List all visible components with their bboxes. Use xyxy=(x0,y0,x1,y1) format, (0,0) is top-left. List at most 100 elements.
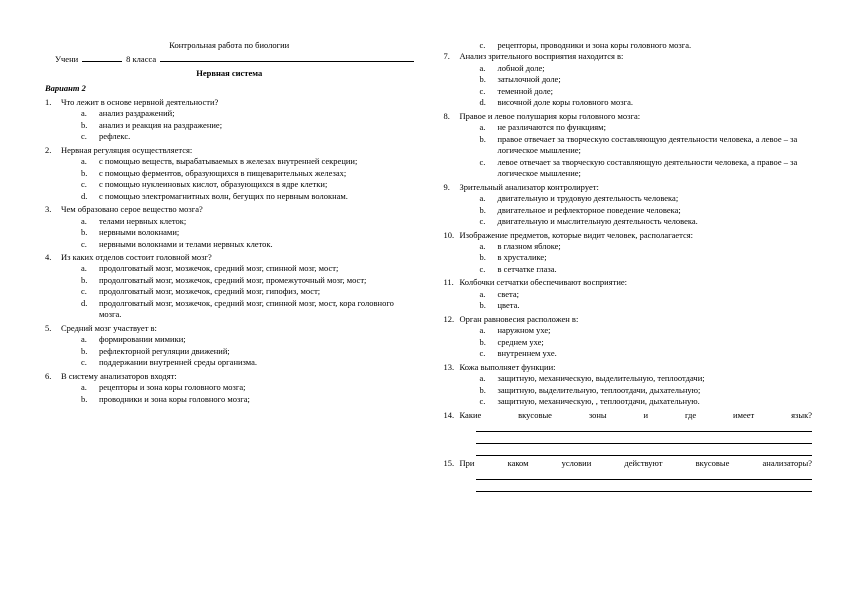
option-letter: c. xyxy=(480,216,486,227)
option-letter: c. xyxy=(480,40,486,51)
question-item: 8.Правое и левое полушария коры головног… xyxy=(444,111,813,180)
option-letter: c. xyxy=(81,131,87,142)
option-item: a.лобной доле; xyxy=(480,63,813,74)
question-item: 3.Чем образовано серое вещество мозга?a.… xyxy=(45,204,414,250)
question-item: 15. Прикакомусловиидействуютвкусовыеанали… xyxy=(444,458,813,492)
question-number: 9. xyxy=(444,182,450,193)
option-item: b.затылочной доле; xyxy=(480,74,813,85)
option-item: c.левое отвечает за творческую составляю… xyxy=(480,157,813,180)
option-item: c.нервными волокнами и телами нервных кл… xyxy=(81,239,414,250)
question-text: Какиевкусовыезоныигдеимеетязык? xyxy=(460,410,813,421)
options-list: a.телами нервных клеток;b.нервными волок… xyxy=(61,216,414,250)
student-label: Учени xyxy=(55,54,78,65)
option-letter: a. xyxy=(480,122,486,133)
options-list: a.света;b.цвета. xyxy=(460,289,813,312)
option-item: a.продолговатый мозг, мозжечок, средний … xyxy=(81,263,414,274)
option-item: b.защитную, выделительную, теплоотдачи, … xyxy=(480,385,813,396)
question-number: 6. xyxy=(45,371,51,382)
blank-fullname[interactable] xyxy=(160,53,413,62)
options-list: a.анализ раздражений;b.анализ и реакция … xyxy=(61,108,414,142)
question-item: 2.Нервная регуляция осуществляется:a.с п… xyxy=(45,145,414,202)
option-item: c.поддержании внутренней среды организма… xyxy=(81,357,414,368)
options-list: a.рецепторы и зона коры головного мозга;… xyxy=(61,382,414,405)
continuation-options: c.рецепторы, проводники и зона коры голо… xyxy=(444,40,813,51)
question-number: 15. xyxy=(444,458,455,469)
option-item: b.анализ и реакция на раздражение; xyxy=(81,120,414,131)
answer-line[interactable] xyxy=(476,481,813,492)
question-item: 7.Анализ зрительного восприятия находитс… xyxy=(444,51,813,108)
question-item: 6.В систему анализаторов входят:a.рецепт… xyxy=(45,371,414,405)
question-item: 11.Колбочки сетчатки обеспечивают воспри… xyxy=(444,277,813,311)
question-item: 5.Средний мозг участвует в:a.формировани… xyxy=(45,323,414,369)
question-item: 1.Что лежит в основе нервной деятельност… xyxy=(45,97,414,143)
option-item: a.света; xyxy=(480,289,813,300)
question-item: 9.Зрительный анализатор контролирует:a.д… xyxy=(444,182,813,228)
answer-line[interactable] xyxy=(476,433,813,444)
option-item: c.защитную, механическую, , теплоотдачи,… xyxy=(480,396,813,407)
options-list: a.не различаются по функциям;b.правое от… xyxy=(460,122,813,179)
question-number: 13. xyxy=(444,362,455,373)
option-letter: a. xyxy=(480,325,486,336)
options-list: a.двигательную и трудовую деятельность ч… xyxy=(460,193,813,227)
option-item: c.в сетчатке глаза. xyxy=(480,264,813,275)
question-number: 8. xyxy=(444,111,450,122)
option-letter: a. xyxy=(81,334,87,345)
option-item: a.двигательную и трудовую деятельность ч… xyxy=(480,193,813,204)
option-item: c.продолговатый мозг, мозжечок, средний … xyxy=(81,286,414,297)
question-number: 14. xyxy=(444,410,455,421)
option-item: c.рецепторы, проводники и зона коры голо… xyxy=(480,40,813,51)
questions-left: 1.Что лежит в основе нервной деятельност… xyxy=(45,97,414,405)
question-number: 4. xyxy=(45,252,51,263)
option-letter: b. xyxy=(81,346,87,357)
option-letter: c. xyxy=(480,264,486,275)
question-text: Прикакомусловиидействуютвкусовыеанализат… xyxy=(460,458,813,469)
option-item: a.формировании мимики; xyxy=(81,334,414,345)
option-item: a.не различаются по функциям; xyxy=(480,122,813,133)
question-item: 13.Кожа выполняет функции:a.защитную, ме… xyxy=(444,362,813,408)
option-item: b.продолговатый мозг, мозжечок, средний … xyxy=(81,275,414,286)
option-item: b.в хрусталике; xyxy=(480,252,813,263)
option-item: d.продолговатый мозг, мозжечок, средний … xyxy=(81,298,414,321)
questions-right: 7.Анализ зрительного восприятия находитс… xyxy=(444,51,813,492)
question-item: 12.Орган равновесия расположен в:a.наруж… xyxy=(444,314,813,360)
option-item: a.в глазном яблоке; xyxy=(480,241,813,252)
option-item: b.правое отвечает за творческую составля… xyxy=(480,134,813,157)
options-list: a.продолговатый мозг, мозжечок, средний … xyxy=(61,263,414,320)
option-letter: a. xyxy=(480,63,486,74)
question-number: 11. xyxy=(444,277,454,288)
right-column: c.рецепторы, проводники и зона коры голо… xyxy=(439,40,813,565)
doc-title: Контрольная работа по биологии xyxy=(45,40,414,51)
option-letter: a. xyxy=(480,241,486,252)
question-number: 1. xyxy=(45,97,51,108)
class-label: 8 класса xyxy=(126,54,156,65)
option-item: d.височной доле коры головного мозга. xyxy=(480,97,813,108)
option-letter: c. xyxy=(480,86,486,97)
option-letter: a. xyxy=(81,263,87,274)
options-list: a.защитную, механическую, выделительную,… xyxy=(460,373,813,407)
option-letter: b. xyxy=(480,385,486,396)
option-letter: b. xyxy=(480,205,486,216)
question-number: 3. xyxy=(45,204,51,215)
answer-line[interactable] xyxy=(476,469,813,480)
option-letter: b. xyxy=(81,394,87,405)
option-letter: c. xyxy=(81,357,87,368)
answer-line[interactable] xyxy=(476,421,813,432)
option-letter: c. xyxy=(480,396,486,407)
option-item: a.анализ раздражений; xyxy=(81,108,414,119)
question-item: 4.Из каких отделов состоит головной мозг… xyxy=(45,252,414,321)
option-letter: d. xyxy=(480,97,486,108)
variant-label: Вариант 2 xyxy=(45,83,414,94)
option-item: d.с помощью электромагнитных волн, бегущ… xyxy=(81,191,414,202)
blank-name[interactable] xyxy=(82,53,122,62)
option-letter: c. xyxy=(480,157,486,168)
option-letter: a. xyxy=(81,382,87,393)
option-item: a.телами нервных клеток; xyxy=(81,216,414,227)
option-item: c.с помощью нуклеиновых кислот, образующ… xyxy=(81,179,414,190)
option-item: b.среднем ухе; xyxy=(480,337,813,348)
answer-line[interactable] xyxy=(476,445,813,456)
option-letter: a. xyxy=(480,289,486,300)
option-letter: d. xyxy=(81,191,87,202)
option-item: b.нервными волокнами; xyxy=(81,227,414,238)
option-letter: b. xyxy=(480,300,486,311)
left-column: Контрольная работа по биологии Учени 8 к… xyxy=(45,40,439,565)
